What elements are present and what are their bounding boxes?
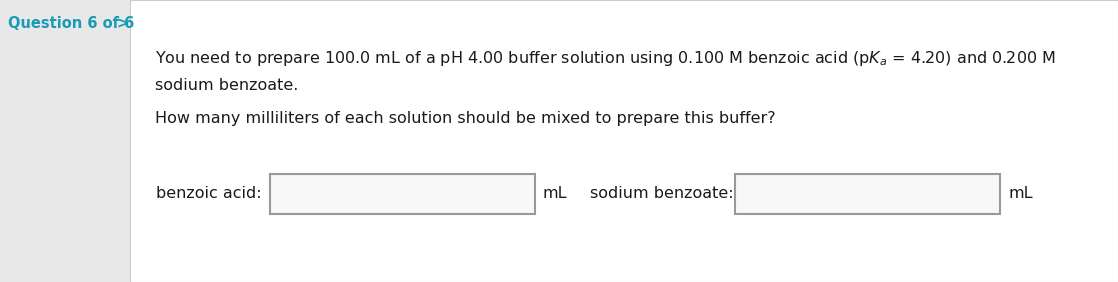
Text: Question 6 of 6: Question 6 of 6	[8, 17, 134, 32]
Text: mL: mL	[543, 186, 568, 202]
Text: You need to prepare 100.0 mL of a pH 4.00 buffer solution using 0.100 M benzoic : You need to prepare 100.0 mL of a pH 4.0…	[155, 49, 1055, 67]
Bar	[271, 174, 536, 214]
Bar	[735, 174, 999, 214]
Bar	[130, 0, 1118, 282]
Text: sodium benzoate:: sodium benzoate:	[590, 186, 733, 202]
Text: mL: mL	[1008, 186, 1033, 202]
Text: sodium benzoate.: sodium benzoate.	[155, 78, 299, 94]
Text: >: >	[116, 17, 129, 32]
Text: benzoic acid:: benzoic acid:	[157, 186, 262, 202]
Text: How many milliliters of each solution should be mixed to prepare this buffer?: How many milliliters of each solution sh…	[155, 111, 776, 127]
